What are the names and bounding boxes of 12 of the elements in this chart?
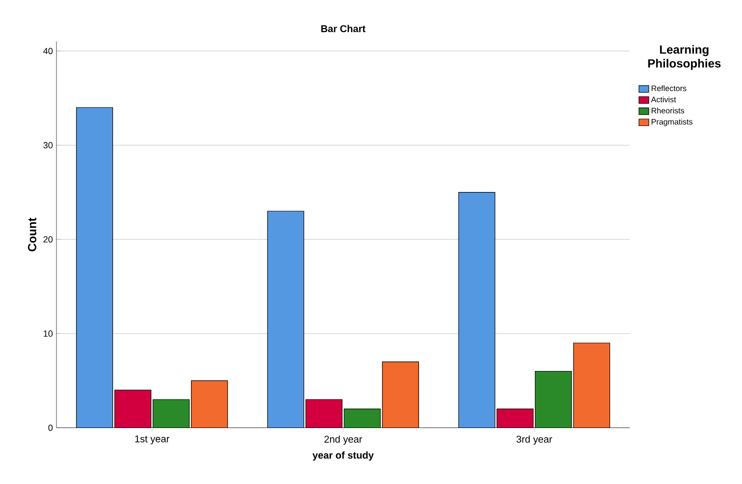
y-tick-label: 30 <box>43 142 53 148</box>
x-axis-title: year of study <box>312 451 374 461</box>
chart-title: Bar Chart <box>321 24 366 32</box>
y-axis-title: Count <box>28 218 36 252</box>
y-tick-label: 0 <box>48 424 53 431</box>
y-tick-label: 40 <box>43 48 53 54</box>
y-tick-label: 20 <box>44 236 53 242</box>
x-tick-label: 3rd year <box>516 435 552 445</box>
x-tick-label: 2nd year <box>324 435 362 445</box>
y-tick-label: 10 <box>44 330 53 337</box>
legend-title: Learning Philosophies <box>648 44 721 70</box>
x-tick-label: 1st year <box>135 435 170 444</box>
